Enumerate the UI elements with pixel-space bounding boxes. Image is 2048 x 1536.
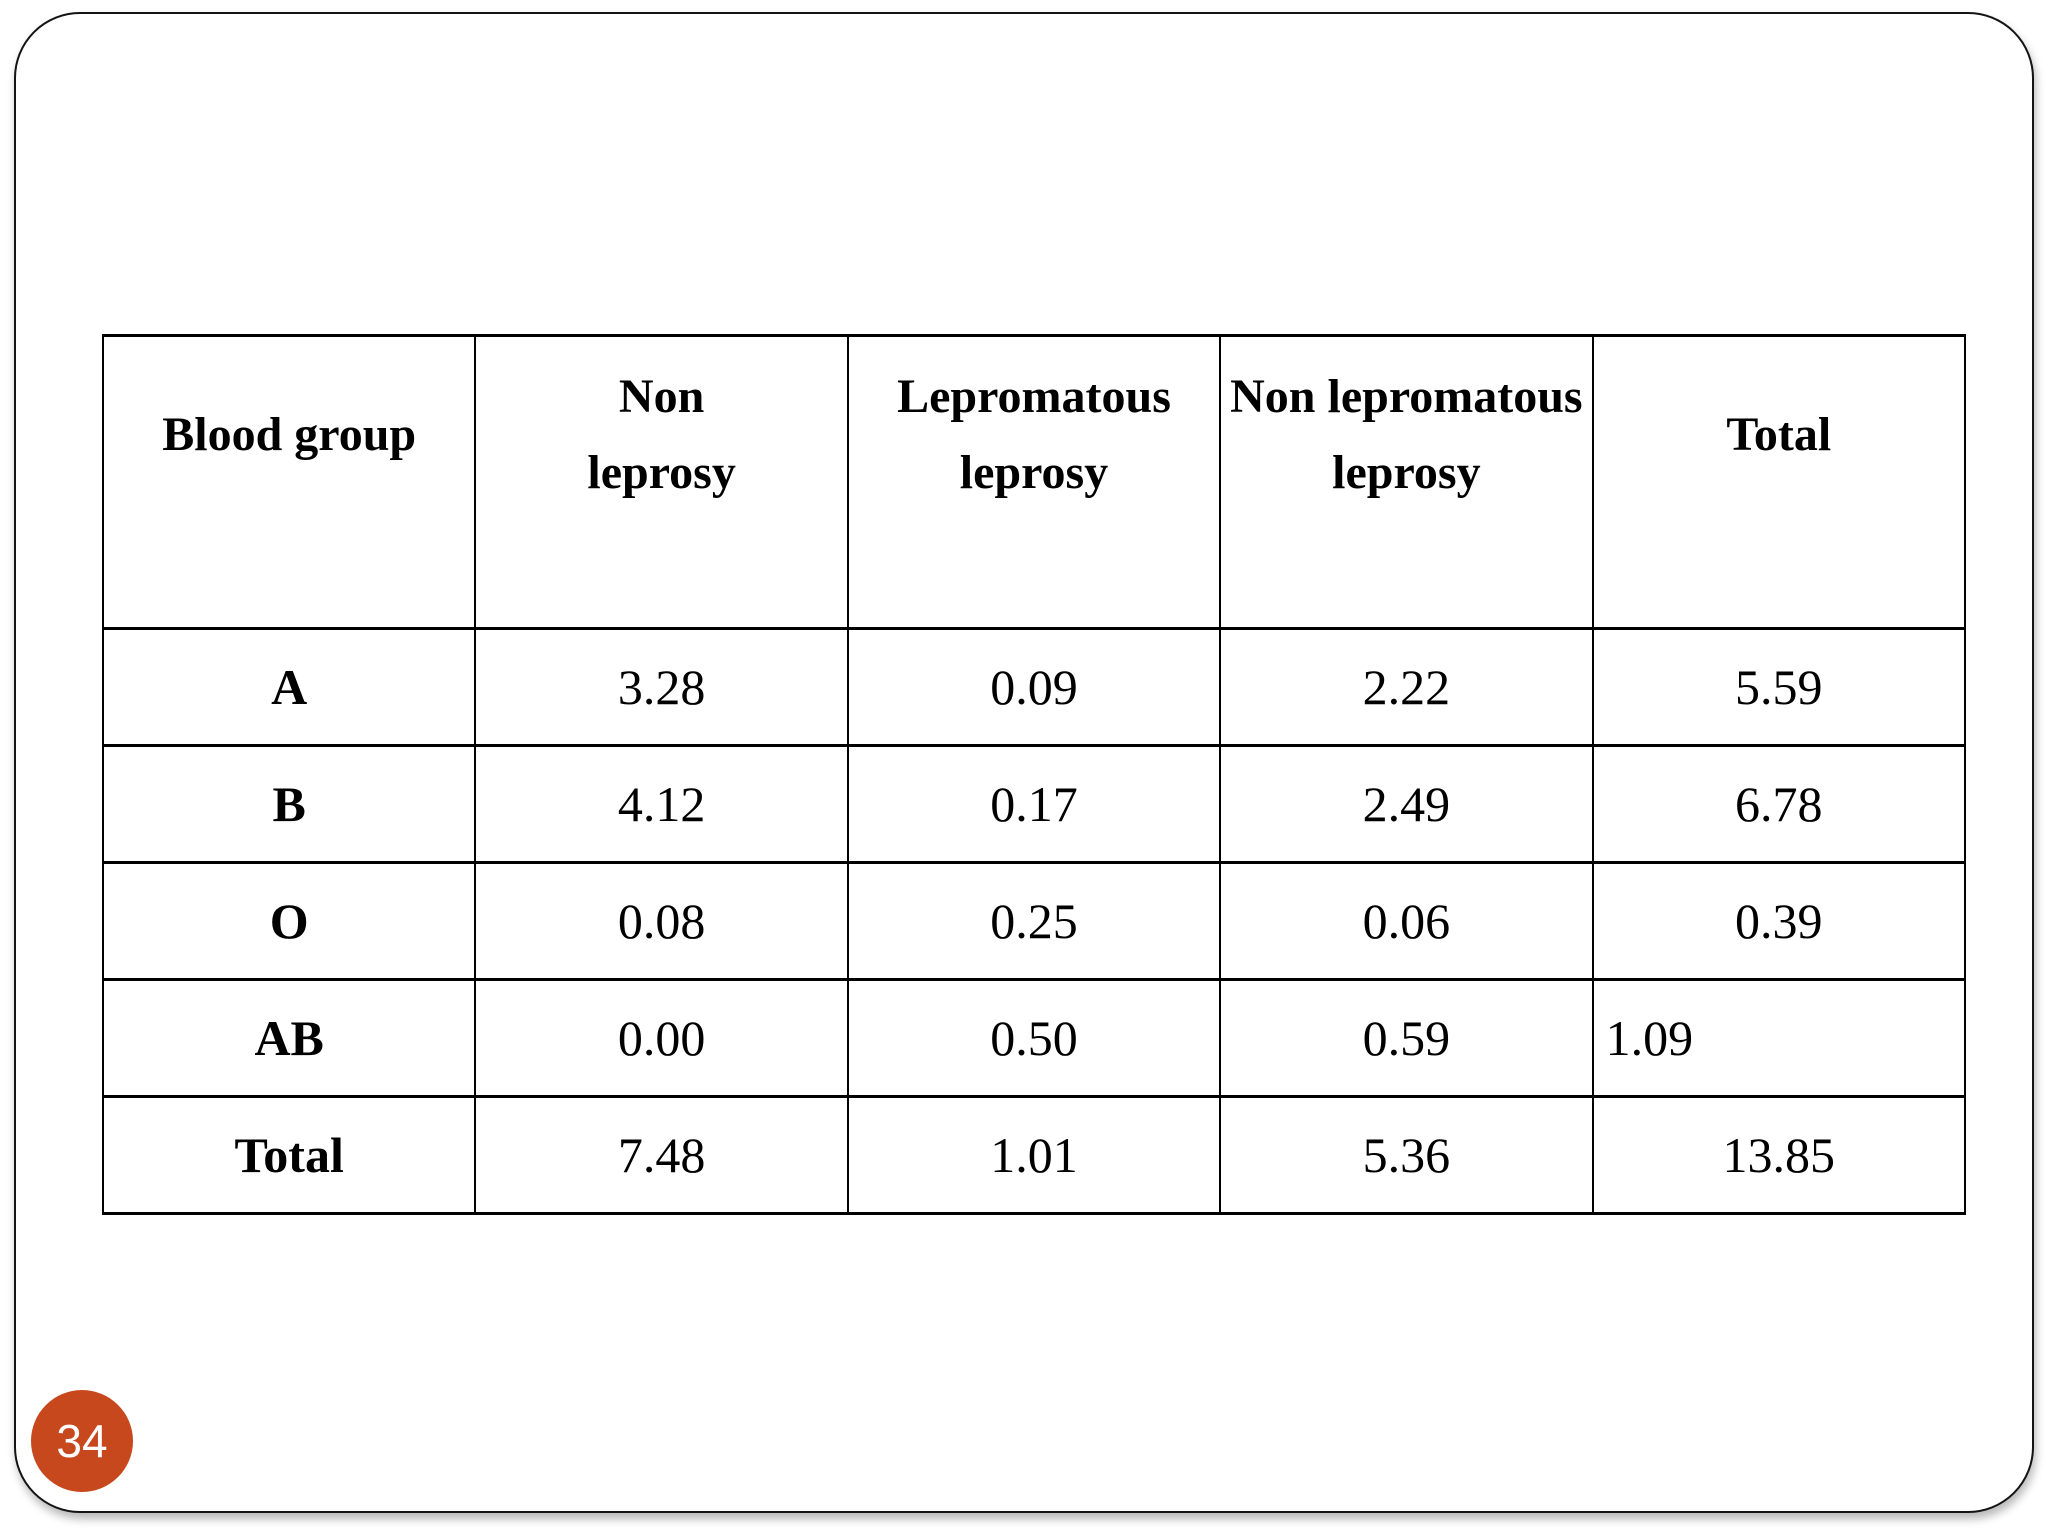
table-header-row: Blood group Non leprosy Lepromatous lepros…: [101, 334, 1967, 630]
cell-b-non-leprosy: 4.12: [474, 744, 849, 864]
cell-total-non-leprosy: 7.48: [474, 1095, 849, 1215]
page-number: 34: [56, 1415, 108, 1467]
header-total: Total: [1591, 334, 1967, 630]
cell-o-non-lepromatous: 0.06: [1219, 861, 1594, 981]
header-blood-group: Blood group: [101, 334, 477, 630]
cell-ab-non-leprosy: 0.00: [474, 978, 849, 1098]
cell-a-total: 5.59: [1591, 627, 1967, 747]
cell-total-non-lepromatous: 5.36: [1219, 1095, 1594, 1215]
page-number-badge: 34: [31, 1390, 133, 1492]
table-row-ab: AB 0.00 0.50 0.59 1.09: [101, 978, 1967, 1098]
header-line: leprosy: [587, 445, 736, 499]
table-row-o: O 0.08 0.25 0.06 0.39: [101, 861, 1967, 981]
cell-o-total: 0.39: [1591, 861, 1967, 981]
header-line: Total: [1726, 407, 1832, 461]
slide-card: Blood group Non leprosy Lepromatous lepros…: [14, 12, 2034, 1513]
header-line: Lepromatous: [897, 369, 1171, 423]
cell-ab-lepromatous: 0.50: [846, 978, 1222, 1098]
cell-b-total: 6.78: [1591, 744, 1967, 864]
header-non-lepromatous-leprosy: Non lepromatous leprosy: [1219, 334, 1594, 630]
cell-a-non-lepromatous: 2.22: [1219, 627, 1594, 747]
header-line: Blood group: [162, 407, 417, 461]
cell-o-lepromatous: 0.25: [846, 861, 1222, 981]
header-line: leprosy: [1332, 445, 1481, 499]
row-label-ab: AB: [101, 978, 477, 1098]
cell-ab-total: 1.09: [1591, 978, 1967, 1098]
cell-total-total: 13.85: [1591, 1095, 1967, 1215]
header-non-leprosy: Non leprosy: [474, 334, 849, 630]
table-row-total: Total 7.48 1.01 5.36 13.85: [101, 1095, 1967, 1215]
cell-a-lepromatous: 0.09: [846, 627, 1222, 747]
row-label-b: B: [101, 744, 477, 864]
header-line: leprosy: [959, 445, 1109, 499]
cell-b-lepromatous: 0.17: [846, 744, 1222, 864]
cell-ab-non-lepromatous: 0.59: [1219, 978, 1594, 1098]
row-label-o: O: [101, 861, 477, 981]
header-line: Non lepromatous: [1230, 369, 1583, 423]
row-label-a: A: [101, 627, 477, 747]
blood-group-leprosy-table: Blood group Non leprosy Lepromatous lepros…: [101, 334, 1967, 1215]
header-line: Non: [618, 369, 705, 423]
cell-b-non-lepromatous: 2.49: [1219, 744, 1594, 864]
cell-a-non-leprosy: 3.28: [474, 627, 849, 747]
header-lepromatous-leprosy: Lepromatous leprosy: [846, 334, 1222, 630]
cell-o-non-leprosy: 0.08: [474, 861, 849, 981]
table-row-b: B 4.12 0.17 2.49 6.78: [101, 744, 1967, 864]
cell-total-lepromatous: 1.01: [846, 1095, 1222, 1215]
table-row-a: A 3.28 0.09 2.22 5.59: [101, 627, 1967, 747]
row-label-total: Total: [101, 1095, 477, 1215]
